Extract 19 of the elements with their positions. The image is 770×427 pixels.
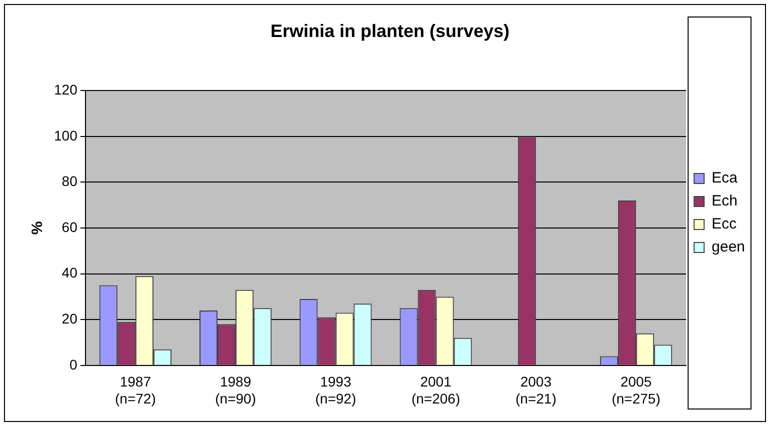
y-tick-label: 100 <box>54 127 78 144</box>
y-tick-label: 20 <box>62 310 78 326</box>
y-tick-label: 60 <box>62 218 78 235</box>
x-tick-label: 2003 (n=21) <box>516 374 556 406</box>
y-tick-label: 0 <box>70 356 78 372</box>
x-tick-label: 1993 (n=92) <box>315 374 356 406</box>
legend-label: geen <box>712 238 746 256</box>
y-tick-label: 40 <box>62 264 78 281</box>
x-tick-label: 1989 (n=90) <box>215 374 256 406</box>
legend-label: Eca <box>712 170 738 187</box>
x-tick-label: 2001 (n=206) <box>411 374 460 406</box>
y-tick-label: 80 <box>62 173 78 190</box>
x-tick-label: 1987 (n=72) <box>114 374 156 406</box>
legend-label: Ech <box>712 192 738 210</box>
y-tick-label: 120 <box>54 81 78 98</box>
y-axis-title: % <box>29 221 46 235</box>
x-tick-label: 2005 (n=275) <box>612 374 660 406</box>
chart-title: Erwinia in planten (surveys) <box>270 20 510 41</box>
legend-label: Ecc <box>712 216 738 233</box>
